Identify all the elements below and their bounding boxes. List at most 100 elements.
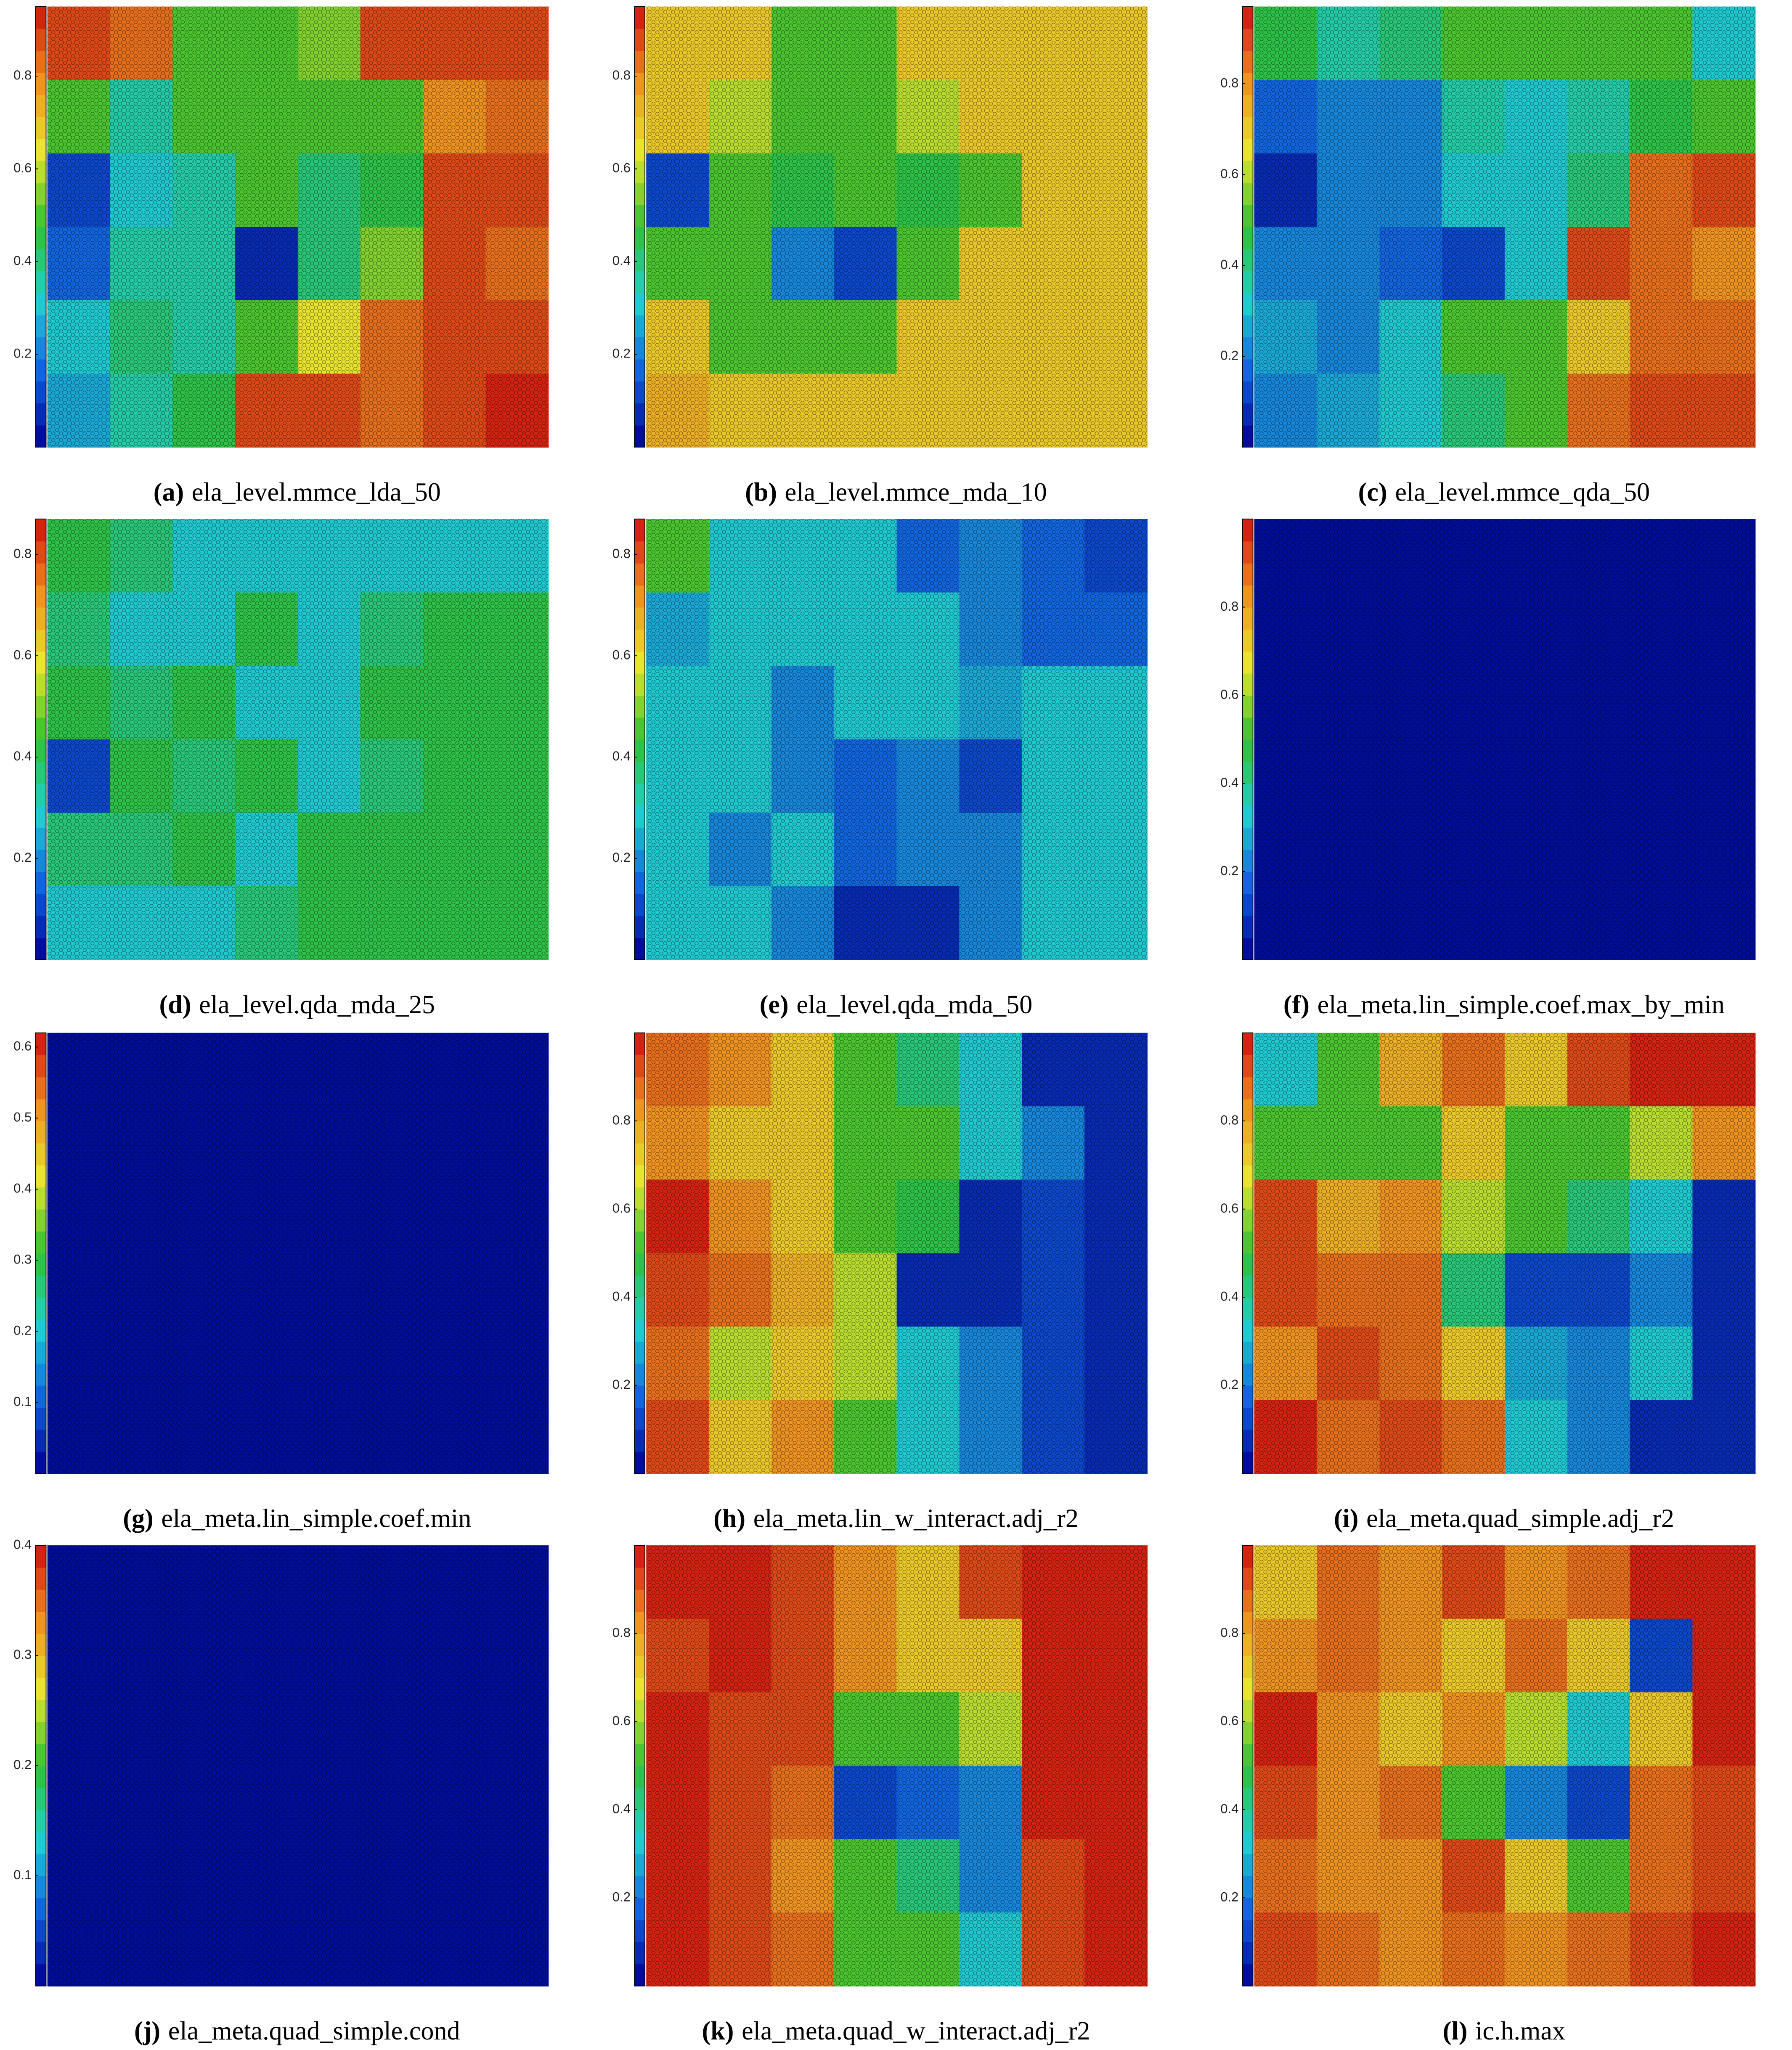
colorbar-band — [634, 1920, 645, 1942]
colorbar-band — [1242, 871, 1253, 894]
y-tick-label: 0.2 — [13, 1323, 32, 1338]
caption-title: ela_meta.lin_simple.coef.min — [161, 1504, 471, 1533]
colorbar-band — [1242, 1121, 1253, 1144]
colorbar-band — [35, 249, 46, 271]
caption-label: (i) — [1334, 1504, 1359, 1533]
panel: 0.2 0.4 0.6 0.8 (k) ela_meta.quad_w_interact.… — [612, 1545, 1148, 2045]
colorbar-band — [1242, 1319, 1253, 1342]
y-tick-label: 0.8 — [612, 1625, 631, 1640]
colorbar-band — [634, 425, 645, 448]
colorbar-band — [634, 651, 645, 674]
colorbar-band — [634, 249, 645, 271]
y-tick-label: 0.6 — [1220, 687, 1238, 702]
colorbar-band — [634, 1567, 645, 1590]
colorbar-band — [634, 938, 645, 960]
colorbar-band — [35, 337, 46, 360]
y-tick-label: 0.2 — [1220, 348, 1238, 363]
colorbar-band — [1242, 249, 1253, 271]
colorbar-band — [35, 1363, 46, 1386]
colorbar-band — [35, 915, 46, 938]
colorbar-band — [35, 783, 46, 806]
colorbar-band — [35, 204, 46, 228]
colorbar-band — [1242, 1898, 1253, 1920]
colorbar-band — [1242, 695, 1253, 718]
colorbar-band — [1242, 1633, 1253, 1656]
colorbar-band — [35, 695, 46, 718]
y-tick-label: 0.8 — [612, 68, 631, 82]
y-tick-label: 0.4 — [1220, 1801, 1238, 1816]
colorbar-band — [1242, 1275, 1253, 1298]
colorbar-band — [35, 1655, 46, 1678]
colorbar-band — [1242, 1253, 1253, 1276]
caption-label: (l) — [1443, 2017, 1468, 2045]
colorbar-band — [634, 915, 645, 938]
hex-texture — [1254, 519, 1755, 960]
caption-title: ela_meta.quad_simple.adj_r2 — [1366, 1504, 1674, 1533]
colorbar-band — [634, 1099, 645, 1122]
colorbar-band — [1242, 1033, 1253, 1055]
colorbar-band — [634, 717, 645, 740]
caption-label: (d) — [159, 991, 191, 1019]
panel: 0.2 0.4 0.6 0.8 (c) ela_level.mmce_qda_50 — [1220, 6, 1756, 507]
y-tick-label: 0.4 — [612, 749, 631, 763]
colorbar-band — [35, 1099, 46, 1122]
colorbar-band — [634, 849, 645, 872]
caption-title: ela_meta.quad_w_interact.adj_r2 — [742, 2017, 1090, 2045]
colorbar-band — [634, 1699, 645, 1722]
y-tick-label: 0.1 — [13, 1867, 32, 1882]
colorbar-band — [35, 827, 46, 850]
caption: (f) ela_meta.lin_simple.coef.max_by_min — [1283, 991, 1725, 1019]
colorbar-band — [634, 1209, 645, 1232]
colorbar-band — [634, 1788, 645, 1810]
colorbar-band — [634, 519, 645, 542]
colorbar-band — [634, 337, 645, 360]
y-tick-label: 0.4 — [13, 1181, 32, 1196]
y-tick-label: 0.2 — [13, 850, 32, 865]
colorbar-frame — [1242, 1032, 1254, 1474]
colorbar-band — [35, 403, 46, 426]
colorbar-band — [35, 227, 46, 249]
y-tick-label: 0.2 — [1220, 1889, 1238, 1904]
hex-texture — [47, 6, 549, 448]
caption: (d) ela_level.qda_mda_25 — [159, 991, 435, 1019]
caption-title: ela_level.mmce_qda_50 — [1395, 478, 1650, 507]
colorbar-band — [1242, 1941, 1253, 1965]
y-tick-label: 0.2 — [13, 1757, 32, 1772]
caption: (h) ela_meta.lin_w_interact.adj_r2 — [713, 1504, 1079, 1533]
panel: 0.2 0.4 0.6 0.8 (d) ela_level.qda_mda_25 — [13, 519, 549, 1019]
y-tick-label: 0.2 — [612, 346, 631, 361]
y-tick-label: 0.4 — [1220, 257, 1238, 272]
colorbar-band — [35, 563, 46, 586]
y-tick-label: 0.2 — [612, 1377, 631, 1392]
colorbar-band — [1242, 915, 1253, 938]
colorbar-band — [634, 541, 645, 564]
colorbar-band — [1242, 1099, 1253, 1122]
panel: 0.1 0.2 0.3 0.4 0.5 0.6 (g) ela_meta.lin_simple… — [13, 1032, 549, 1533]
colorbar-band — [634, 1809, 645, 1832]
y-tick-label: 0.8 — [612, 1112, 631, 1127]
colorbar-band — [634, 629, 645, 652]
colorbar-band — [35, 183, 46, 205]
colorbar-band — [1242, 1451, 1253, 1474]
caption-label: (c) — [1358, 478, 1387, 507]
colorbar-band — [1242, 293, 1253, 315]
colorbar-band — [634, 1407, 645, 1430]
hex-texture — [646, 6, 1147, 448]
y-tick-label: 0.4 — [13, 1537, 32, 1552]
colorbar-band — [1242, 315, 1253, 338]
colorbar-band — [1242, 1875, 1253, 1899]
colorbar-band — [35, 1385, 46, 1408]
hex-texture — [47, 1545, 549, 1986]
colorbar-band — [1242, 1677, 1253, 1700]
colorbar-band — [634, 1722, 645, 1744]
colorbar-band — [1242, 1743, 1253, 1766]
y-tick-label: 0.6 — [612, 647, 631, 662]
colorbar-band — [634, 95, 645, 117]
colorbar-band — [634, 1545, 645, 1568]
colorbar-band — [35, 629, 46, 652]
colorbar-band — [1242, 1567, 1253, 1590]
panel: 0.2 0.4 0.6 0.8 (h) ela_meta.lin_w_interact.a… — [612, 1032, 1148, 1533]
colorbar-band — [1242, 1788, 1253, 1810]
colorbar-band — [35, 1407, 46, 1430]
colorbar-band — [634, 695, 645, 718]
